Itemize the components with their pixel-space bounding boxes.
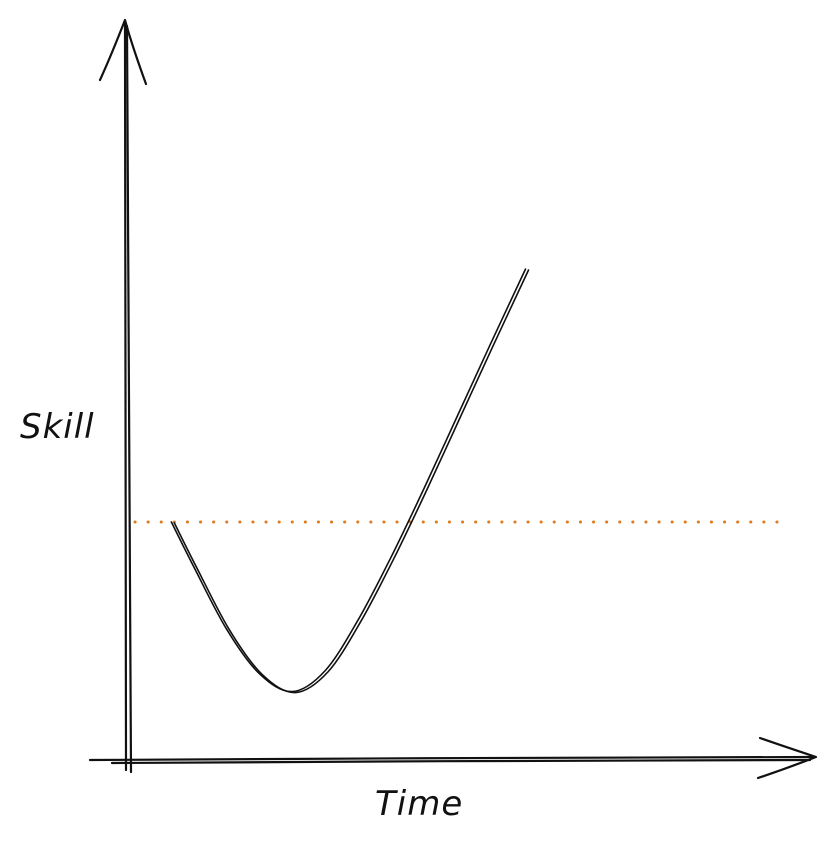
series-layer (170, 268, 530, 694)
x-axis-line-stroke-2 (110, 758, 812, 765)
y-axis-label: Skill (20, 407, 95, 447)
x-axis-label: Time (375, 784, 463, 824)
x-axis-line (88, 755, 817, 762)
y-axis-arrowhead (98, 18, 148, 86)
y-axis (98, 18, 148, 774)
y-axis-line (123, 20, 128, 772)
series-line-stroke-2 (173, 269, 530, 694)
y-axis-line-stroke-2 (125, 24, 133, 774)
x-axis (88, 736, 818, 780)
series-line (170, 268, 527, 693)
x-axis-arrowhead (756, 736, 818, 780)
